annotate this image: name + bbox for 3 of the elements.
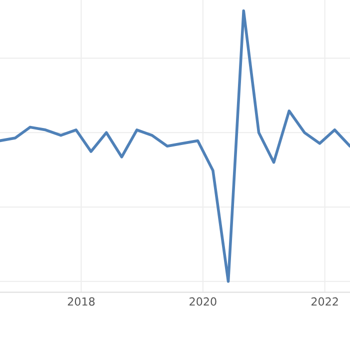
x-tick-label: 2020 — [190, 297, 216, 306]
x-tick-label: 2018 — [68, 297, 95, 306]
x-tick-label: 2022 — [311, 297, 338, 306]
